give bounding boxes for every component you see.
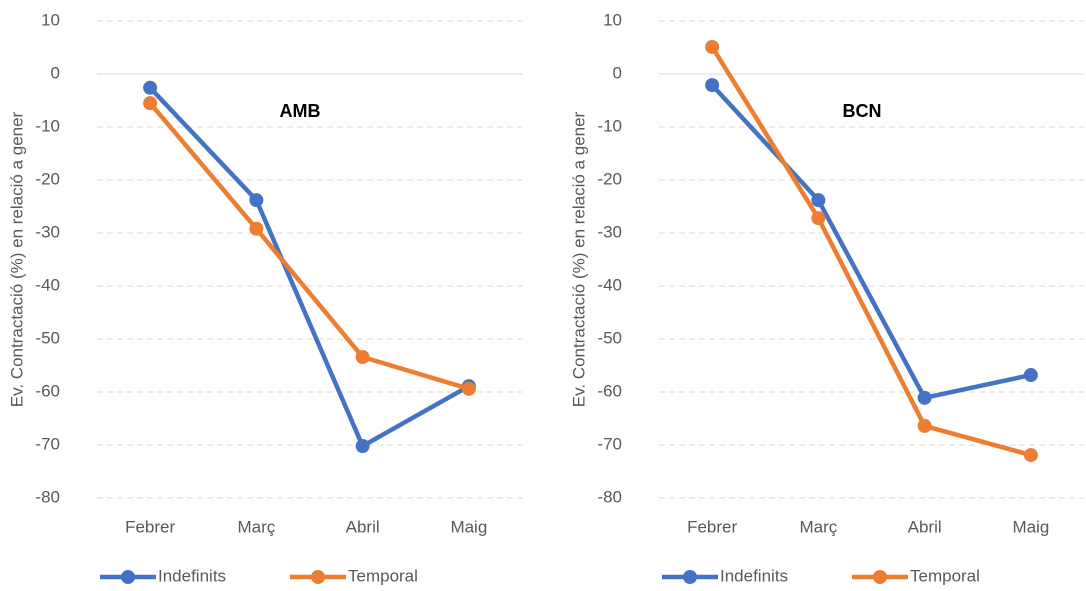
line — [710, 83, 1032, 401]
chart-title: BCN — [843, 101, 882, 121]
point — [355, 350, 370, 365]
legend-marker — [311, 570, 325, 584]
x-tick-label: Abril — [346, 517, 380, 536]
line — [710, 45, 1032, 458]
y-tick-label: -20 — [35, 169, 60, 188]
y-tick-label: 0 — [51, 63, 60, 82]
y-tick-label: -60 — [597, 381, 622, 400]
legend-label: Indefinits — [720, 566, 788, 585]
chart-title: AMB — [280, 101, 321, 121]
x-tick-label: Maig — [1012, 517, 1049, 536]
point — [811, 211, 826, 226]
legend-label: Temporal — [348, 566, 418, 585]
x-tick-label: Març — [237, 517, 275, 536]
point — [811, 193, 826, 208]
legend-label: Temporal — [910, 566, 980, 585]
point — [917, 390, 932, 405]
point — [1023, 368, 1038, 383]
x-tick-label: Març — [799, 517, 837, 536]
legend-label: Indefinits — [158, 566, 226, 585]
y-axis-label: Ev. Contractació (%) en relació a gener — [569, 111, 588, 407]
point — [143, 80, 158, 95]
legend-marker — [873, 570, 887, 584]
point — [1023, 448, 1038, 463]
legend-marker — [121, 570, 135, 584]
point — [249, 193, 264, 208]
x-tick-label: Maig — [450, 517, 487, 536]
point — [705, 39, 720, 54]
point — [355, 439, 370, 454]
y-tick-label: -50 — [35, 328, 60, 347]
legend-marker — [683, 570, 697, 584]
point — [249, 221, 264, 236]
y-tick-label: -40 — [597, 275, 622, 294]
point — [705, 78, 720, 93]
y-tick-label: -60 — [35, 381, 60, 400]
y-tick-label: -70 — [35, 434, 60, 453]
line — [148, 101, 470, 391]
y-tick-label: -10 — [597, 116, 622, 135]
x-tick-label: Febrer — [125, 517, 175, 536]
y-tick-label: -50 — [597, 328, 622, 347]
chart: -80 -70 -60 -50 -40 -30 -20 -10 0 10 Febrer Març Abr… — [7, 10, 522, 585]
y-tick-label: 10 — [41, 10, 60, 29]
y-tick-label: -30 — [35, 222, 60, 241]
y-tick-label: 10 — [603, 10, 622, 29]
chart: -80 -70 -60 -50 -40 -30 -20 -10 0 10 Febrer Març Abr… — [569, 10, 1084, 585]
y-tick-label: -80 — [35, 487, 60, 506]
y-tick-label: -70 — [597, 434, 622, 453]
point — [917, 418, 932, 433]
line — [148, 86, 470, 449]
point — [143, 96, 158, 111]
x-tick-label: Abril — [908, 517, 942, 536]
y-tick-label: -20 — [597, 169, 622, 188]
point — [461, 381, 476, 396]
y-tick-label: -10 — [35, 116, 60, 135]
y-tick-label: 0 — [613, 63, 622, 82]
x-tick-label: Febrer — [687, 517, 737, 536]
y-tick-label: -80 — [597, 487, 622, 506]
y-axis-label: Ev. Contractació (%) en relació a gener — [7, 111, 26, 407]
y-tick-label: -30 — [597, 222, 622, 241]
y-tick-label: -40 — [35, 275, 60, 294]
